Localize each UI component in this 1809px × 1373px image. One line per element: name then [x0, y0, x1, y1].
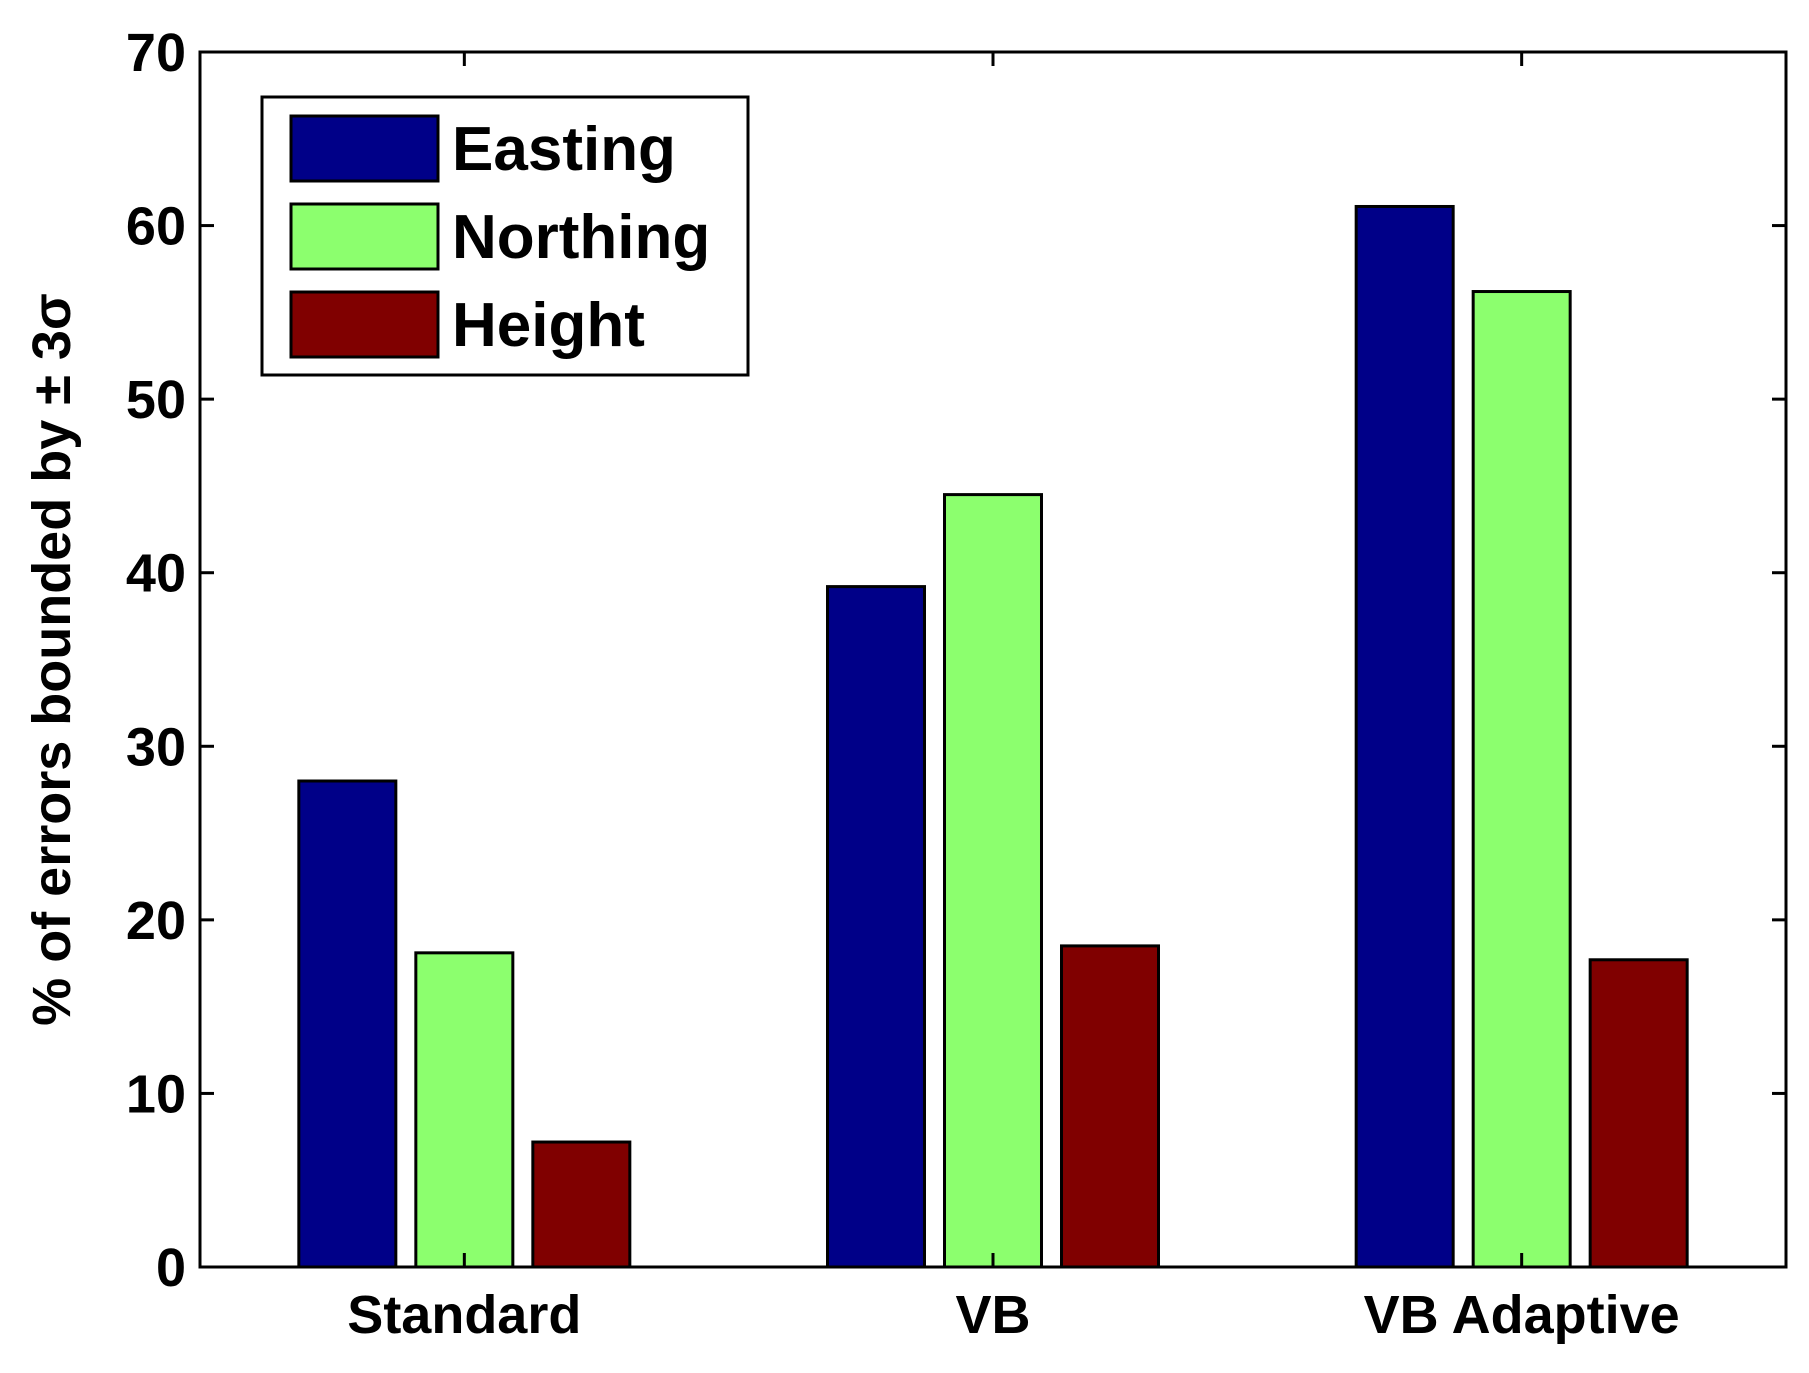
- y-tick-label-30: 30: [126, 717, 186, 777]
- y-ticks-layer: 0 10 20 30 40 50 60 70: [126, 23, 1786, 1298]
- bar-northing-vb: [943, 493, 1043, 1269]
- legend-swatch-northing: [289, 202, 440, 271]
- legend-label-northing: Northing: [452, 203, 710, 272]
- bar-northing-standard: [414, 951, 515, 1269]
- legend-swatch-height: [289, 290, 440, 359]
- y-tick-label-0: 0: [156, 1238, 186, 1298]
- y-tick-label-60: 60: [126, 197, 186, 257]
- y-tick-label-70: 70: [126, 23, 186, 83]
- x-tick-label-standard: Standard: [347, 1285, 581, 1345]
- legend: Easting Northing Height: [260, 95, 750, 377]
- x-tick-label-vb-adaptive: VB Adaptive: [1364, 1285, 1680, 1345]
- legend-label-easting: Easting: [452, 115, 676, 184]
- y-axis-label: % of errors bounded by ± 3σ: [22, 293, 82, 1026]
- y-tick-label-10: 10: [126, 1064, 186, 1124]
- bars-layer: [297, 204, 1689, 1269]
- bar-height-standard: [531, 1140, 632, 1269]
- bar-northing-vb-adaptive: [1471, 290, 1572, 1269]
- legend-swatch-easting: [289, 114, 440, 183]
- x-ticks-layer: Standard VB VB Adaptive: [347, 52, 1680, 1345]
- y-tick-label-40: 40: [126, 544, 186, 604]
- bar-height-vb: [1060, 944, 1160, 1269]
- bar-easting-vb: [826, 585, 926, 1269]
- x-tick-label-vb: VB: [955, 1285, 1030, 1345]
- bar-easting-vb-adaptive: [1354, 204, 1455, 1269]
- legend-label-height: Height: [452, 291, 645, 360]
- bar-easting-standard: [297, 779, 398, 1269]
- y-tick-label-20: 20: [126, 891, 186, 951]
- bar-height-vb-adaptive: [1588, 958, 1689, 1269]
- y-tick-label-50: 50: [126, 370, 186, 430]
